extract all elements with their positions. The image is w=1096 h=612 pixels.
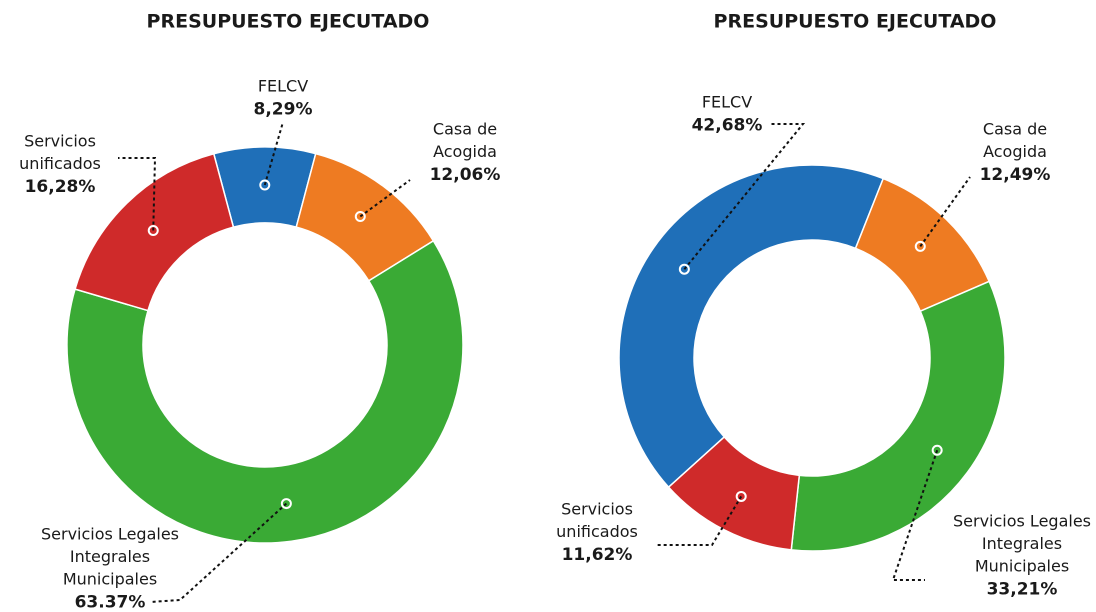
segment-label: Casa de: [983, 120, 1047, 139]
chart-title: PRESUPUESTO EJECUTADO: [714, 11, 997, 33]
value-label: 63.37%: [75, 593, 146, 612]
donut-segment: [74, 152, 235, 312]
donut-segment: [618, 164, 885, 489]
leader-line: [891, 449, 939, 581]
segment-dot: [147, 224, 159, 236]
segment-label: unificados: [556, 522, 638, 541]
leader-line: [919, 176, 971, 247]
donut-segment: [667, 435, 801, 551]
segment-dot: [735, 490, 747, 502]
segment-label: FELCV: [258, 77, 308, 96]
segment-dot: [931, 444, 943, 456]
segment-label: FELCV: [702, 93, 752, 112]
value-label: 12,49%: [980, 165, 1051, 185]
segment-dot: [259, 179, 271, 191]
segment-label: Acogida: [983, 142, 1047, 161]
leader-line: [655, 495, 743, 546]
value-label: 42,68%: [692, 116, 763, 136]
segment-label: Municipales: [975, 557, 1069, 576]
segment-label: Servicios: [561, 500, 633, 519]
segment-dot: [354, 210, 366, 222]
value-label: 12,06%: [430, 165, 501, 185]
segment-label: Integrales: [982, 534, 1062, 553]
segment-label: Servicios: [24, 132, 96, 151]
leader-line: [683, 123, 806, 270]
segment-label: unificados: [19, 154, 101, 173]
segment-dot: [914, 240, 926, 252]
donut-segment: [790, 280, 1006, 552]
segment-label: Casa de: [433, 120, 497, 139]
segment-label: Servicios Legales: [953, 512, 1091, 531]
value-label: 16,28%: [25, 177, 96, 197]
segment-dot: [678, 263, 690, 275]
leader-line: [359, 179, 411, 218]
segment-label: Acogida: [433, 142, 497, 161]
value-label: 8,29%: [254, 100, 313, 120]
leader-line: [263, 121, 284, 186]
segment-label: Servicios Legales: [41, 525, 179, 544]
segment-dot: [280, 498, 292, 510]
chart-title: PRESUPUESTO EJECUTADO: [147, 11, 430, 33]
leader-line: [149, 502, 288, 603]
donut-segment: [66, 239, 464, 544]
leader-line: [118, 157, 157, 231]
segment-label: Integrales: [70, 547, 150, 566]
value-label: 11,62%: [562, 545, 633, 565]
segment-label: Municipales: [63, 570, 157, 589]
value-label: 33,21%: [987, 580, 1058, 600]
